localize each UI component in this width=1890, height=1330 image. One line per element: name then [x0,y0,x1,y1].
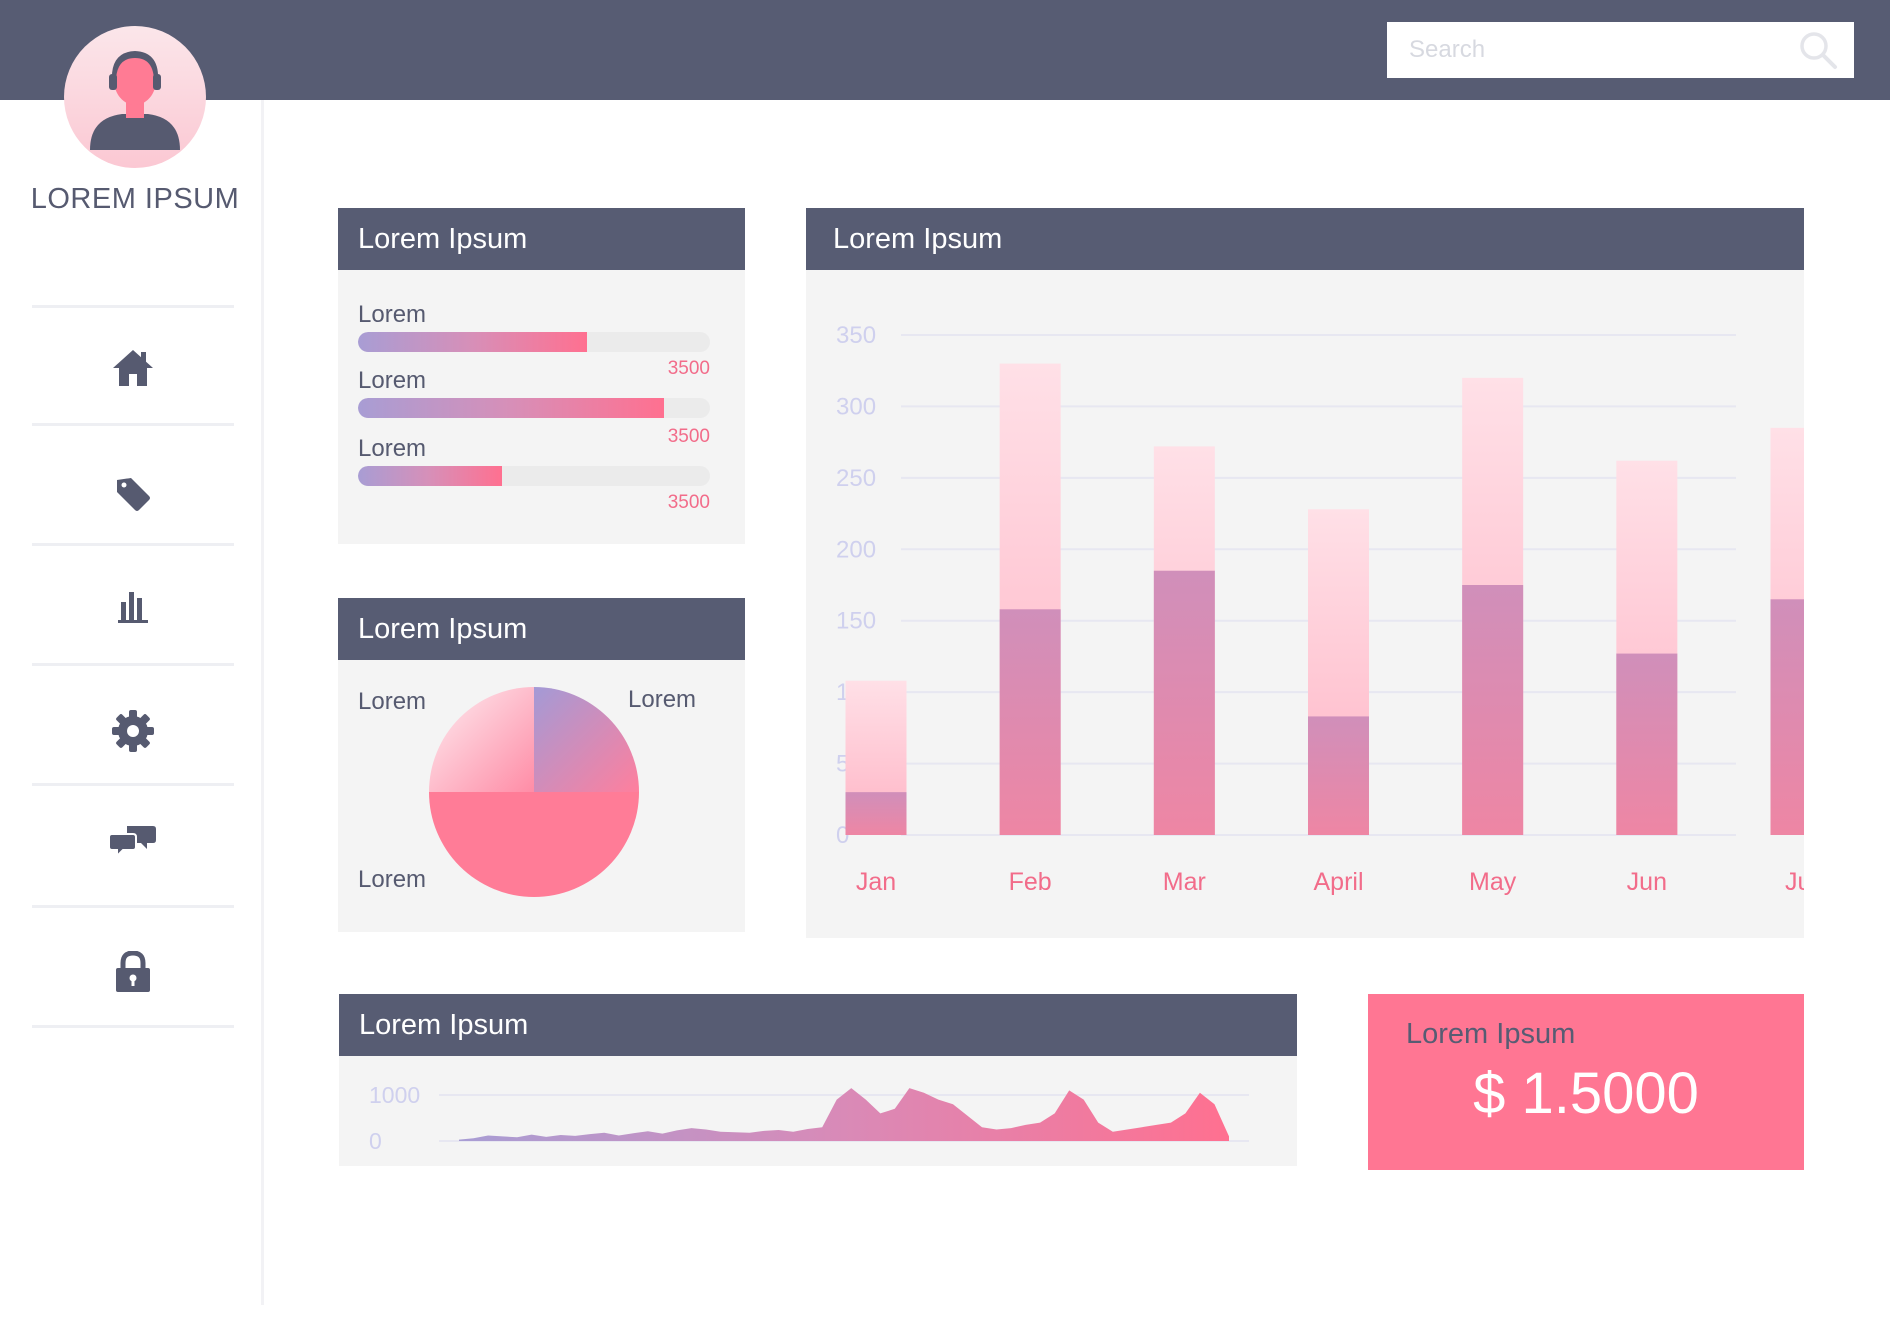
y-tick-label: 250 [836,465,876,492]
progress-fill [358,466,503,486]
nav-tags[interactable] [32,444,234,544]
y-tick-label: 1000 [369,1082,420,1108]
bar-chart-title: Lorem Ipsum [806,208,1804,270]
home-icon [113,350,153,386]
nav-divider [32,783,234,786]
sidebar [0,100,264,1305]
kpi-value: $ 1.5000 [1473,1061,1699,1126]
progress-value: 3500 [667,358,710,379]
progress-card: Lorem Ipsum Lorem 3500 Lorem 3500 Lorem … [338,208,745,544]
pie-slice [534,687,639,792]
nav-messages[interactable] [32,790,234,890]
gear-icon [112,710,154,752]
kpi-label: Lorem Ipsum [1406,1018,1576,1050]
progress-value: 3500 [667,492,710,513]
bar-segment-bottom [845,792,907,835]
progress-fill [358,398,665,418]
bar-chart-icon [118,592,148,623]
progress-label: Lorem [358,301,427,328]
pie-label: Lorem [358,688,427,715]
pie-card: Lorem Ipsum Lorem Lorem Lorem [338,598,745,932]
bar-chart: 050100150200250300350JanFebMarAprilMayJu… [836,322,1804,896]
pie-slice [429,687,534,792]
progress-card-title: Lorem Ipsum [338,208,745,270]
area-series [459,1088,1229,1141]
y-tick-label: 150 [836,608,876,635]
area-chart-card: Lorem Ipsum 0 1000 [339,994,1297,1166]
lock-icon [116,951,150,992]
progress-value: 3500 [667,426,710,447]
kpi-card: Lorem Ipsum $ 1.5000 [1368,994,1804,1170]
nav-home[interactable] [32,318,234,418]
y-tick-label: 200 [836,536,876,563]
x-tick-label: Feb [1009,868,1052,896]
pie-label: Lorem [628,686,697,713]
profile-name: LOREM IPSUM [30,183,240,215]
progress-label: Lorem [358,367,427,394]
avatar[interactable] [64,26,206,168]
bar-segment-bottom [1616,653,1678,835]
x-tick-label: Jul [1785,868,1804,896]
search-icon[interactable] [1798,30,1838,70]
nav-divider [32,543,234,546]
pie-chart [429,687,639,897]
x-tick-label: Jun [1627,868,1667,896]
x-tick-label: Jan [856,868,896,896]
y-tick-label: 300 [836,393,876,420]
bar-segment-bottom [1308,716,1369,835]
nav-divider [32,663,234,666]
nav-divider [32,305,234,308]
progress-track [358,466,710,486]
nav-divider [32,1025,234,1028]
bar-segment-bottom [1770,599,1804,835]
area-chart: 0 1000 [369,1082,1249,1154]
y-tick-label: 0 [369,1128,382,1154]
nav-security[interactable] [32,922,234,1022]
nav-analytics[interactable] [32,556,234,656]
search-input[interactable] [1387,22,1854,78]
nav-divider [32,423,234,426]
x-tick-label: May [1469,868,1517,896]
x-tick-label: Mar [1163,868,1206,896]
bar-segment-bottom [1462,585,1524,835]
y-tick-label: 350 [836,322,876,349]
progress-track [358,398,710,418]
user-icon [90,51,180,150]
bar-chart-card: Lorem Ipsum 050100150200250300350JanFebM… [806,208,1804,938]
nav-settings[interactable] [32,681,234,781]
area-chart-title: Lorem Ipsum [339,994,1297,1056]
chat-icon [109,826,156,859]
progress-label: Lorem [358,435,427,462]
tag-icon [117,478,150,511]
progress-track [358,332,710,352]
x-tick-label: April [1313,868,1363,896]
nav-divider [32,905,234,908]
pie-card-title: Lorem Ipsum [338,598,745,660]
pie-slice [429,792,639,897]
bar-segment-bottom [999,609,1061,835]
bar-segment-bottom [1153,570,1215,835]
pie-label: Lorem [358,866,427,893]
progress-fill [358,332,587,352]
